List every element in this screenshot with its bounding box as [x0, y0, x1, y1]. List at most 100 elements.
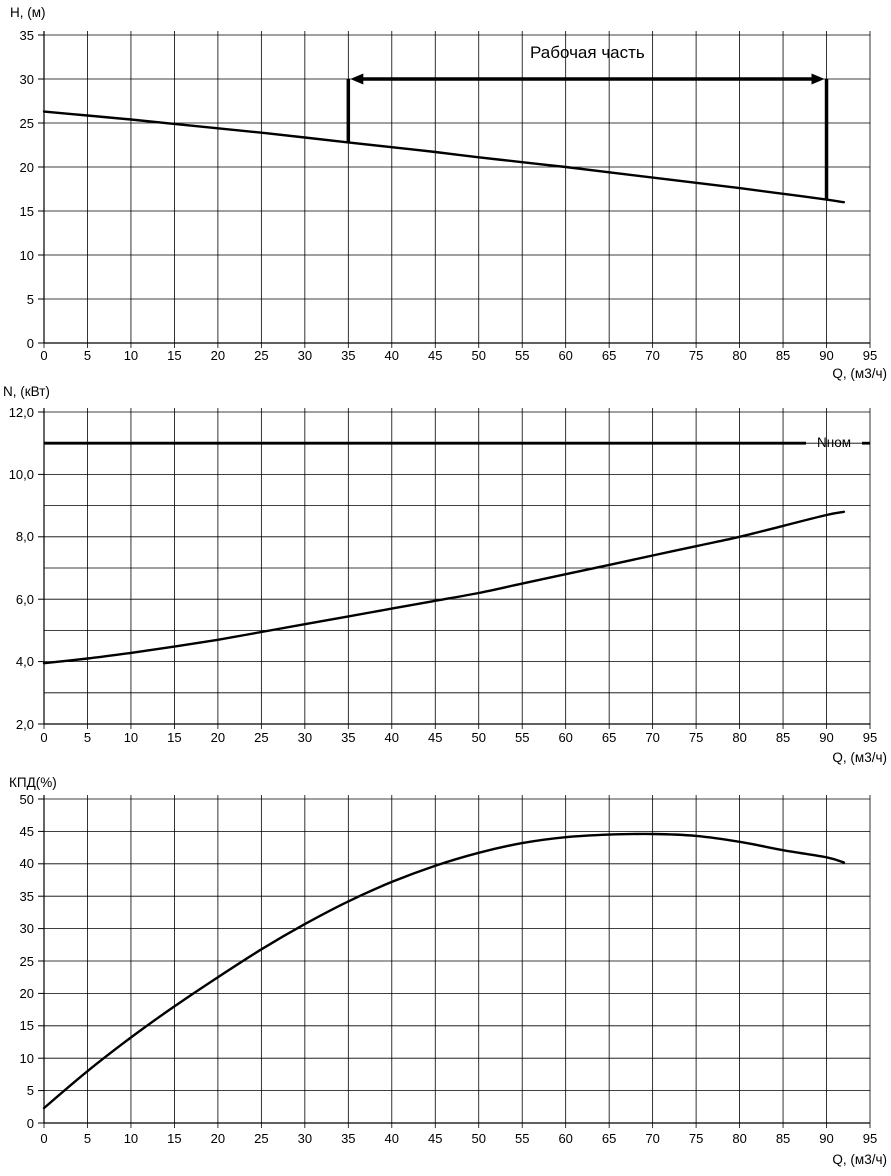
- y-tick-label: 30: [19, 71, 34, 87]
- x-tick-label: 80: [732, 348, 747, 363]
- y-tick-label: 0: [26, 1115, 34, 1131]
- y-tick-label: 10,0: [8, 466, 34, 482]
- x-tick-label: 20: [210, 348, 226, 363]
- y-tick-label: 5: [26, 291, 34, 307]
- efficiency-curve: [42, 832, 846, 1110]
- y-tick-label: 25: [19, 953, 34, 969]
- x-tick-label: 40: [384, 1131, 400, 1146]
- y-tick-label: 8,0: [15, 529, 34, 545]
- x-tick-label: 0: [40, 1131, 48, 1146]
- x-tick-label: 75: [688, 1131, 704, 1146]
- axis-y-title: N, (кВт): [3, 384, 50, 399]
- x-tick-label: 55: [514, 730, 530, 745]
- x-tick-label: 80: [732, 730, 747, 745]
- y-tick-label: 35: [19, 888, 34, 904]
- y-tick-label: 6,0: [15, 591, 34, 607]
- power-curve: [42, 510, 846, 665]
- x-tick-label: 5: [83, 1131, 92, 1146]
- x-tick-label: 20: [210, 1131, 226, 1146]
- x-tick-label: 85: [775, 1131, 791, 1146]
- x-tick-label: 60: [558, 730, 573, 745]
- y-tick-label: 15: [19, 1018, 34, 1034]
- y-tick-label: 35: [19, 27, 34, 43]
- x-tick-label: 20: [210, 730, 226, 745]
- y-tick-label: 0: [26, 335, 34, 351]
- axis-y-title: КПД(%): [9, 775, 57, 790]
- x-tick-label: 30: [297, 1131, 313, 1146]
- x-tick-label: 40: [384, 348, 400, 363]
- arrow-right-icon: [811, 73, 825, 85]
- axis-y-title: H, (м): [10, 5, 46, 20]
- x-tick-label: 30: [297, 348, 313, 363]
- x-tick-label: 0: [40, 730, 48, 745]
- x-tick-label: 50: [471, 348, 486, 363]
- y-tick-label: 15: [19, 203, 34, 219]
- y-tick-label: 10: [19, 247, 34, 263]
- x-tick-label: 10: [123, 348, 139, 363]
- x-tick-label: 25: [254, 348, 269, 363]
- x-tick-label: 90: [819, 348, 834, 363]
- x-tick-label: 35: [341, 730, 356, 745]
- x-tick-label: 60: [558, 348, 573, 363]
- x-tick-label: 55: [514, 1131, 530, 1146]
- x-tick-label: 35: [341, 1131, 356, 1146]
- working-range-label: Рабочая часть: [530, 43, 645, 62]
- x-tick-label: 45: [428, 730, 443, 745]
- axis-x-title: Q, (м3/ч): [832, 750, 887, 765]
- x-tick-label: 40: [384, 730, 400, 745]
- head-curve: [42, 110, 846, 204]
- y-tick-label: 5: [26, 1083, 34, 1099]
- y-tick-label: 40: [19, 856, 34, 872]
- y-tick-label: 25: [19, 115, 34, 131]
- x-tick-label: 25: [254, 730, 269, 745]
- x-tick-label: 75: [688, 348, 704, 363]
- x-tick-label: 45: [428, 1131, 443, 1146]
- x-tick-label: 95: [862, 1131, 878, 1146]
- x-tick-label: 15: [167, 348, 182, 363]
- x-tick-label: 15: [167, 730, 182, 745]
- y-tick-label: 20: [19, 985, 34, 1001]
- x-tick-label: 85: [775, 348, 791, 363]
- y-tick-label: 12,0: [8, 404, 34, 420]
- nominal-power-label: Nном: [817, 435, 851, 451]
- x-tick-label: 80: [732, 1131, 747, 1146]
- x-tick-label: 10: [123, 1131, 139, 1146]
- y-tick-label: 30: [19, 921, 34, 937]
- x-tick-label: 15: [167, 1131, 182, 1146]
- x-tick-label: 95: [862, 348, 878, 363]
- y-tick-label: 2,0: [15, 716, 34, 732]
- x-tick-label: 90: [819, 730, 834, 745]
- arrow-left-icon: [350, 73, 364, 85]
- axis-x-title: Q, (м3/ч): [832, 1152, 887, 1167]
- x-tick-label: 5: [83, 730, 92, 745]
- y-tick-label: 50: [19, 791, 34, 807]
- x-tick-label: 75: [688, 730, 704, 745]
- x-tick-label: 70: [645, 1131, 660, 1146]
- x-tick-label: 90: [819, 1131, 834, 1146]
- x-tick-label: 30: [297, 730, 313, 745]
- x-tick-label: 65: [601, 348, 617, 363]
- x-tick-label: 70: [645, 730, 660, 745]
- y-tick-label: 10: [19, 1050, 34, 1066]
- x-tick-label: 10: [123, 730, 139, 745]
- x-tick-label: 45: [428, 348, 443, 363]
- x-tick-label: 35: [341, 348, 356, 363]
- x-tick-label: 0: [40, 348, 48, 363]
- axis-x-title: Q, (м3/ч): [832, 366, 887, 381]
- y-tick-label: 4,0: [15, 654, 34, 670]
- x-tick-label: 50: [471, 730, 486, 745]
- x-tick-label: 65: [601, 1131, 617, 1146]
- x-tick-label: 60: [558, 1131, 573, 1146]
- x-tick-label: 85: [775, 730, 791, 745]
- y-tick-label: 45: [19, 823, 34, 839]
- x-tick-label: 25: [254, 1131, 269, 1146]
- x-tick-label: 55: [514, 348, 530, 363]
- x-tick-label: 65: [601, 730, 617, 745]
- x-tick-label: 95: [862, 730, 878, 745]
- x-tick-label: 70: [645, 348, 660, 363]
- x-tick-label: 50: [471, 1131, 486, 1146]
- x-tick-label: 5: [83, 348, 92, 363]
- y-tick-label: 20: [19, 159, 34, 175]
